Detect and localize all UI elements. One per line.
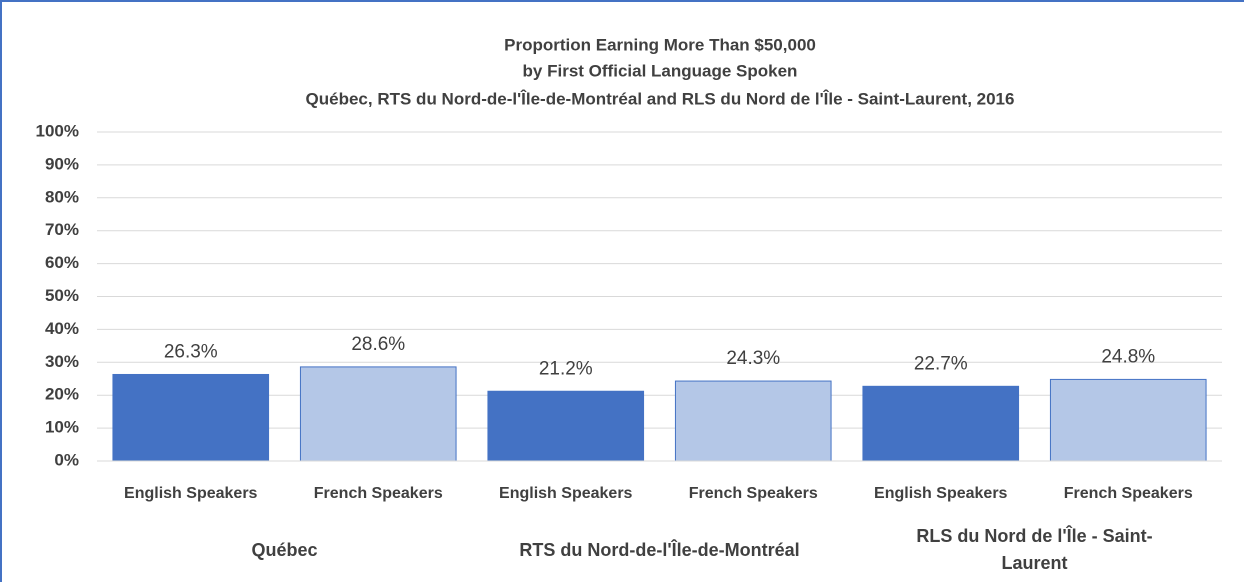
- chart-subtitle: by First Official Language Spoken: [523, 61, 798, 80]
- x-tick-label: French Speakers: [314, 485, 443, 502]
- bar: [112, 373, 270, 462]
- y-tick-label: 40%: [45, 319, 79, 338]
- bar: [487, 390, 645, 462]
- y-tick-label: 10%: [45, 418, 79, 437]
- chart-subtitle: Québec, RTS du Nord-de-l'Île-de-Montréal…: [306, 89, 1015, 108]
- y-tick-label: 70%: [45, 220, 79, 239]
- x-tick-label: French Speakers: [689, 485, 818, 502]
- y-tick-label: 100%: [36, 121, 79, 140]
- bar: [674, 380, 832, 462]
- y-tick-label: 90%: [45, 154, 79, 173]
- y-tick-label: 80%: [45, 187, 79, 206]
- y-tick-label: 50%: [45, 286, 79, 305]
- x-tick-label: English Speakers: [499, 485, 632, 502]
- data-label: 28.6%: [351, 334, 405, 355]
- data-label: 24.8%: [1101, 346, 1155, 367]
- x-tick-label: English Speakers: [874, 485, 1007, 502]
- group-label: RLS du Nord de l'Île - Saint-Laurent: [916, 526, 1153, 573]
- y-tick-label: 0%: [54, 450, 79, 469]
- chart-title: Proportion Earning More Than $50,000: [504, 35, 816, 54]
- data-label: 21.2%: [539, 358, 593, 379]
- bar: [299, 366, 457, 462]
- y-tick-label: 20%: [45, 385, 79, 404]
- group-label: Québec: [251, 539, 318, 560]
- x-tick-label: French Speakers: [1064, 485, 1193, 502]
- data-label: 24.3%: [726, 348, 780, 369]
- bar: [862, 385, 1020, 462]
- data-label: 22.7%: [914, 353, 968, 374]
- group-label: RTS du Nord-de-l'Île-de-Montréal: [519, 539, 800, 560]
- x-tick-label: English Speakers: [124, 485, 257, 502]
- bar: [1049, 378, 1207, 462]
- y-tick-label: 60%: [45, 253, 79, 272]
- y-tick-label: 30%: [45, 352, 79, 371]
- data-label: 26.3%: [164, 341, 218, 362]
